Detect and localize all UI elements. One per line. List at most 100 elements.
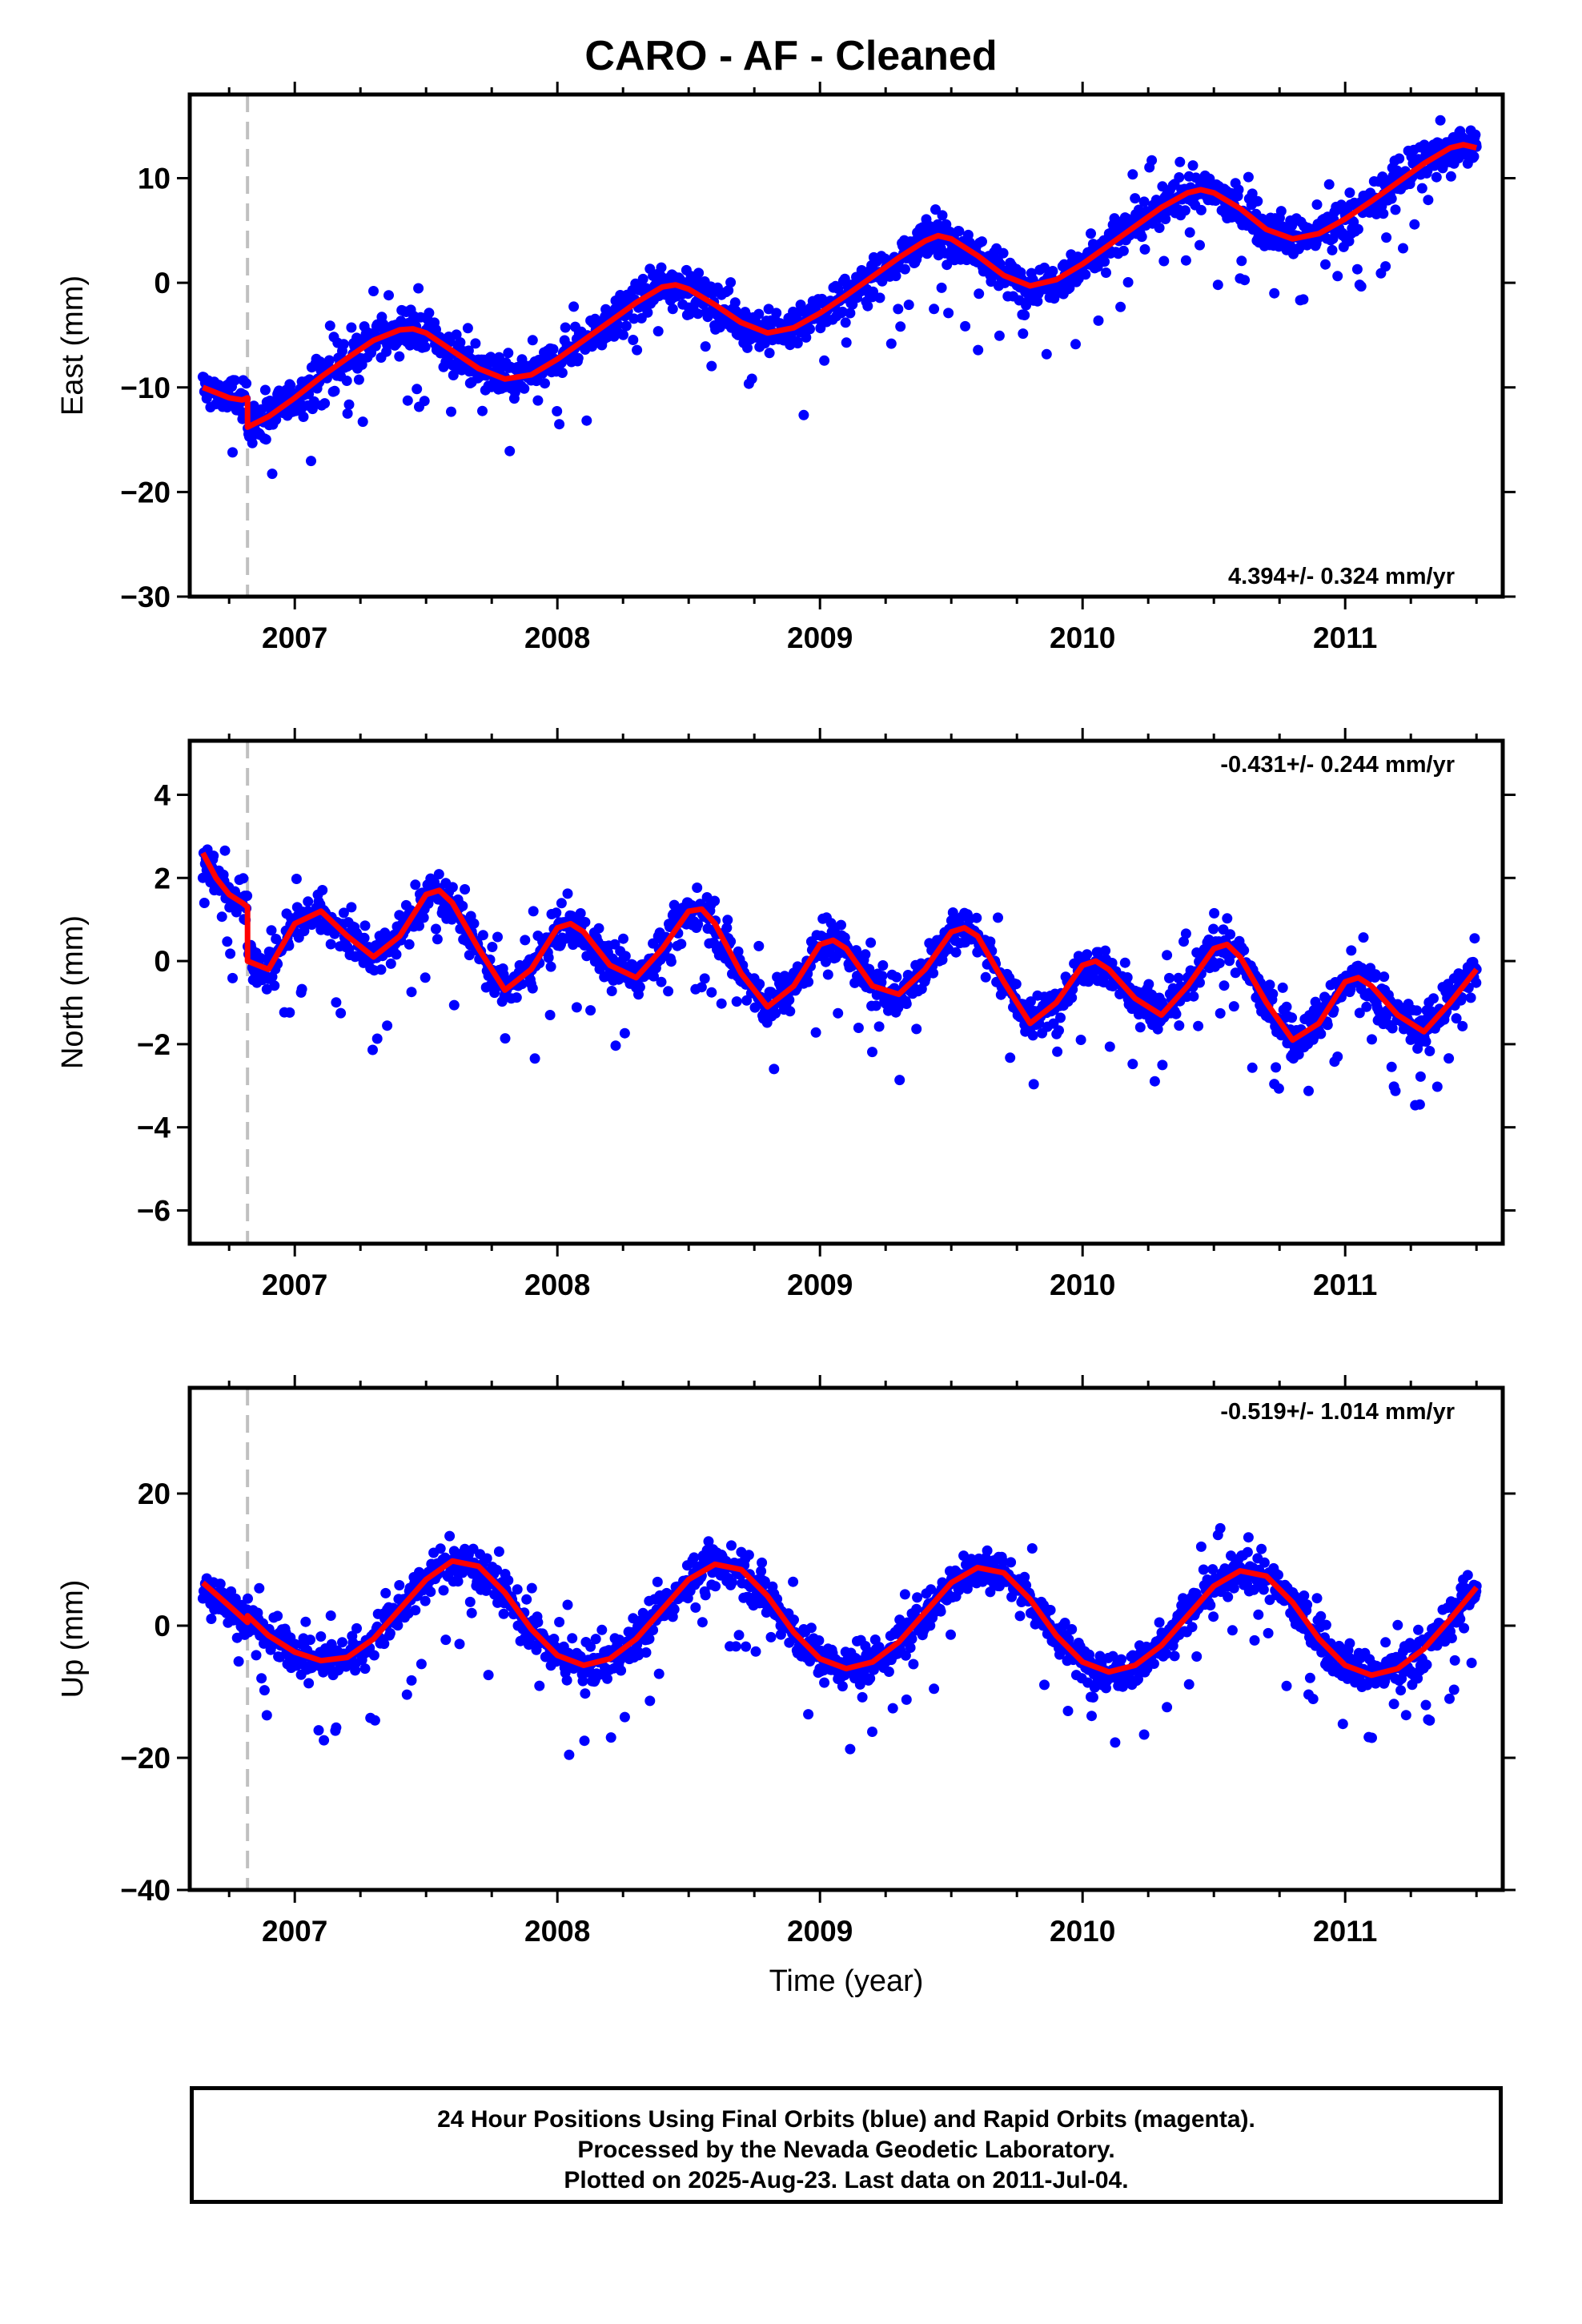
data-point (867, 1047, 877, 1058)
data-point (331, 1722, 342, 1733)
data-point (368, 1650, 379, 1661)
data-point (692, 883, 703, 893)
x-tick-label: 2007 (262, 621, 327, 654)
data-point (1409, 219, 1420, 230)
data-point (526, 1582, 537, 1594)
data-point (877, 971, 888, 982)
data-point (1354, 1007, 1365, 1019)
data-point (652, 1576, 663, 1587)
data-point (242, 891, 253, 902)
data-point (243, 1593, 253, 1604)
data-point (911, 1023, 922, 1035)
data-point (893, 304, 904, 315)
data-point (346, 902, 357, 913)
data-point (1195, 1541, 1207, 1552)
data-point (1019, 310, 1030, 320)
data-point (215, 1578, 226, 1590)
data-point (980, 971, 991, 983)
data-point (1277, 982, 1288, 993)
data-point (727, 1577, 737, 1588)
data-point (1311, 199, 1323, 210)
data-point (572, 352, 584, 364)
data-point (1101, 267, 1111, 278)
data-point (867, 1727, 877, 1737)
data-point (1263, 1627, 1274, 1638)
data-point (483, 1670, 494, 1681)
data-point (222, 936, 233, 947)
data-point (928, 967, 939, 979)
y-tick-label: 0 (154, 945, 171, 978)
data-point (729, 297, 741, 308)
data-point (836, 919, 846, 931)
data-point (512, 1584, 523, 1595)
rate-label: -0.431+/- 0.244 mm/yr (1220, 752, 1455, 778)
data-point (1054, 1025, 1064, 1036)
data-point (385, 958, 396, 969)
data-point (1451, 1013, 1462, 1024)
data-point (259, 1685, 270, 1696)
data-point (1062, 1706, 1074, 1716)
data-point (1256, 1543, 1267, 1554)
data-point (571, 1002, 582, 1013)
data-point (438, 1585, 449, 1596)
data-point (1174, 1020, 1185, 1031)
data-point (648, 1625, 659, 1635)
data-point (331, 997, 342, 1008)
data-point (689, 1552, 700, 1563)
data-point (669, 1604, 680, 1615)
data-point (985, 936, 996, 947)
data-point (477, 930, 488, 941)
data-point (440, 1634, 452, 1646)
data-point (375, 964, 387, 975)
data-point (238, 873, 249, 884)
data-point (477, 405, 488, 416)
data-point (1039, 1679, 1050, 1691)
data-point (1178, 936, 1189, 947)
data-point (759, 1576, 770, 1587)
data-point (606, 986, 617, 996)
data-point (887, 1703, 898, 1714)
data-point (338, 907, 349, 919)
data-point (697, 1617, 708, 1628)
data-point (854, 1679, 865, 1690)
data-point (432, 934, 443, 945)
data-point (1184, 227, 1195, 238)
data-point (1214, 958, 1225, 969)
data-point (730, 1641, 741, 1652)
data-point (868, 286, 878, 297)
data-point (733, 1630, 745, 1641)
data-point (401, 1689, 412, 1700)
data-point (528, 906, 539, 917)
data-point (1136, 231, 1147, 243)
data-point (653, 1668, 665, 1679)
data-point (1239, 275, 1251, 286)
data-point (1180, 255, 1191, 266)
data-point (1443, 1053, 1455, 1064)
data-point (1387, 1023, 1398, 1034)
data-point (371, 1033, 383, 1044)
data-point (1204, 173, 1215, 184)
data-point (1039, 262, 1050, 273)
data-point (1148, 1659, 1159, 1669)
data-point (693, 267, 705, 279)
data-point (199, 898, 210, 908)
data-point (1082, 949, 1093, 960)
data-point (1041, 348, 1052, 360)
data-point (1028, 1079, 1039, 1090)
data-point (254, 1582, 265, 1594)
data-point (457, 900, 468, 911)
data-point (753, 940, 765, 951)
data-point (532, 395, 544, 406)
data-point (709, 895, 721, 907)
data-point (337, 1637, 347, 1648)
data-point (419, 396, 430, 407)
data-point (757, 1557, 768, 1568)
data-point (993, 912, 1003, 923)
data-point (1052, 1046, 1063, 1057)
data-point (765, 1631, 777, 1642)
data-point (998, 1556, 1009, 1567)
data-point (272, 1610, 283, 1622)
data-point (303, 896, 314, 907)
data-point (1332, 271, 1343, 282)
